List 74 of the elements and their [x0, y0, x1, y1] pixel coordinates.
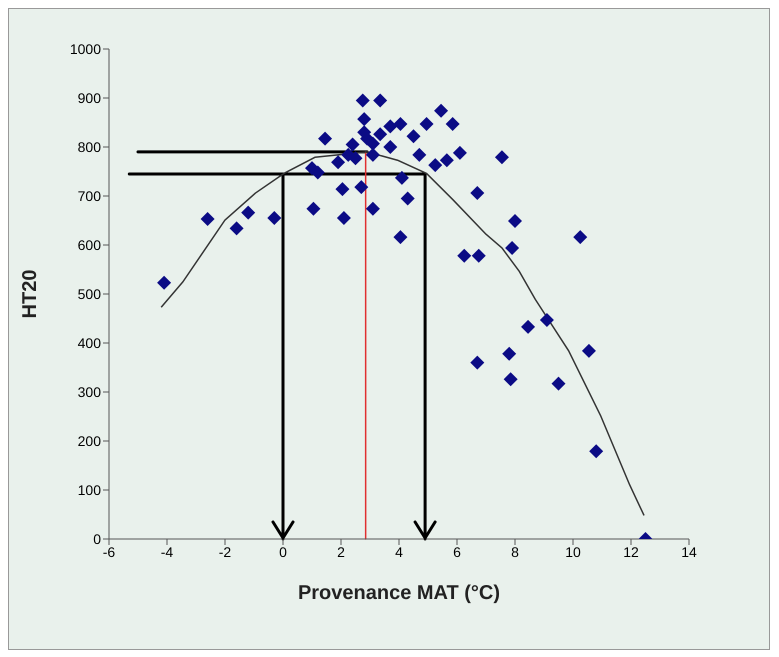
point: [457, 248, 472, 263]
point: [230, 221, 244, 236]
point: [346, 138, 360, 152]
point: [589, 444, 604, 458]
point: [494, 150, 509, 164]
y-tick-label: 200: [78, 432, 102, 449]
point: [366, 148, 380, 162]
point: [428, 158, 442, 172]
point: [420, 116, 434, 131]
y-tick-label: 1000: [70, 40, 102, 57]
point: [336, 211, 351, 226]
x-tick-label: 2: [337, 544, 346, 560]
point: [446, 116, 460, 131]
y-tick-label: 0: [93, 530, 102, 547]
point: [393, 116, 408, 131]
point: [505, 240, 520, 255]
point: [540, 312, 554, 327]
x-tick-label: -6: [102, 544, 116, 560]
point: [552, 376, 566, 391]
point: [452, 146, 467, 160]
y-tick-label: 100: [78, 482, 102, 498]
point: [573, 230, 588, 244]
x-tick-label: 8: [511, 544, 520, 560]
x-axis-title: Provenance MAT (°C): [298, 582, 500, 604]
point: [383, 119, 398, 134]
x-tick-label: -2: [218, 544, 232, 560]
point: [366, 202, 380, 216]
x-tick-label: 12: [623, 544, 639, 560]
point: [434, 104, 448, 118]
point: [472, 248, 486, 263]
point: [508, 214, 522, 228]
point: [502, 346, 516, 361]
point: [394, 170, 409, 185]
y-tick-label: 300: [78, 384, 102, 400]
point: [157, 276, 172, 290]
y-tick-label: 900: [78, 90, 102, 106]
x-tick-label: 14: [681, 544, 697, 560]
point: [440, 153, 454, 168]
x-tick-label: 10: [565, 544, 581, 560]
point: [504, 372, 518, 386]
point: [366, 136, 380, 151]
point: [582, 344, 596, 358]
point: [373, 127, 388, 142]
point: [400, 191, 415, 206]
y-tick-label: 700: [78, 188, 102, 204]
y-tick-label: 400: [78, 334, 102, 351]
point: [354, 180, 368, 194]
point: [393, 230, 408, 244]
x-tick-label: -4: [160, 544, 174, 560]
point: [318, 132, 332, 146]
x-tick-label: 0: [279, 544, 288, 560]
x-tick-label: 4: [395, 544, 404, 560]
y-tick-label: 800: [78, 138, 102, 155]
point: [331, 155, 346, 170]
point: [200, 212, 215, 226]
point: [412, 148, 426, 162]
point: [306, 202, 320, 216]
point: [406, 129, 420, 144]
point: [521, 320, 536, 334]
point: [267, 211, 282, 226]
x-tick-label: 6: [453, 544, 462, 560]
point: [470, 186, 484, 200]
point: [357, 112, 372, 126]
point: [241, 206, 256, 220]
point: [373, 93, 388, 108]
point: [470, 356, 484, 370]
point: [348, 151, 362, 166]
point: [356, 93, 370, 108]
point: [335, 182, 350, 196]
point: [383, 140, 398, 154]
y-tick-label: 500: [78, 286, 102, 302]
y-axis-title: HT20: [19, 270, 42, 318]
y-tick-label: 600: [78, 236, 102, 253]
point: [310, 165, 325, 180]
